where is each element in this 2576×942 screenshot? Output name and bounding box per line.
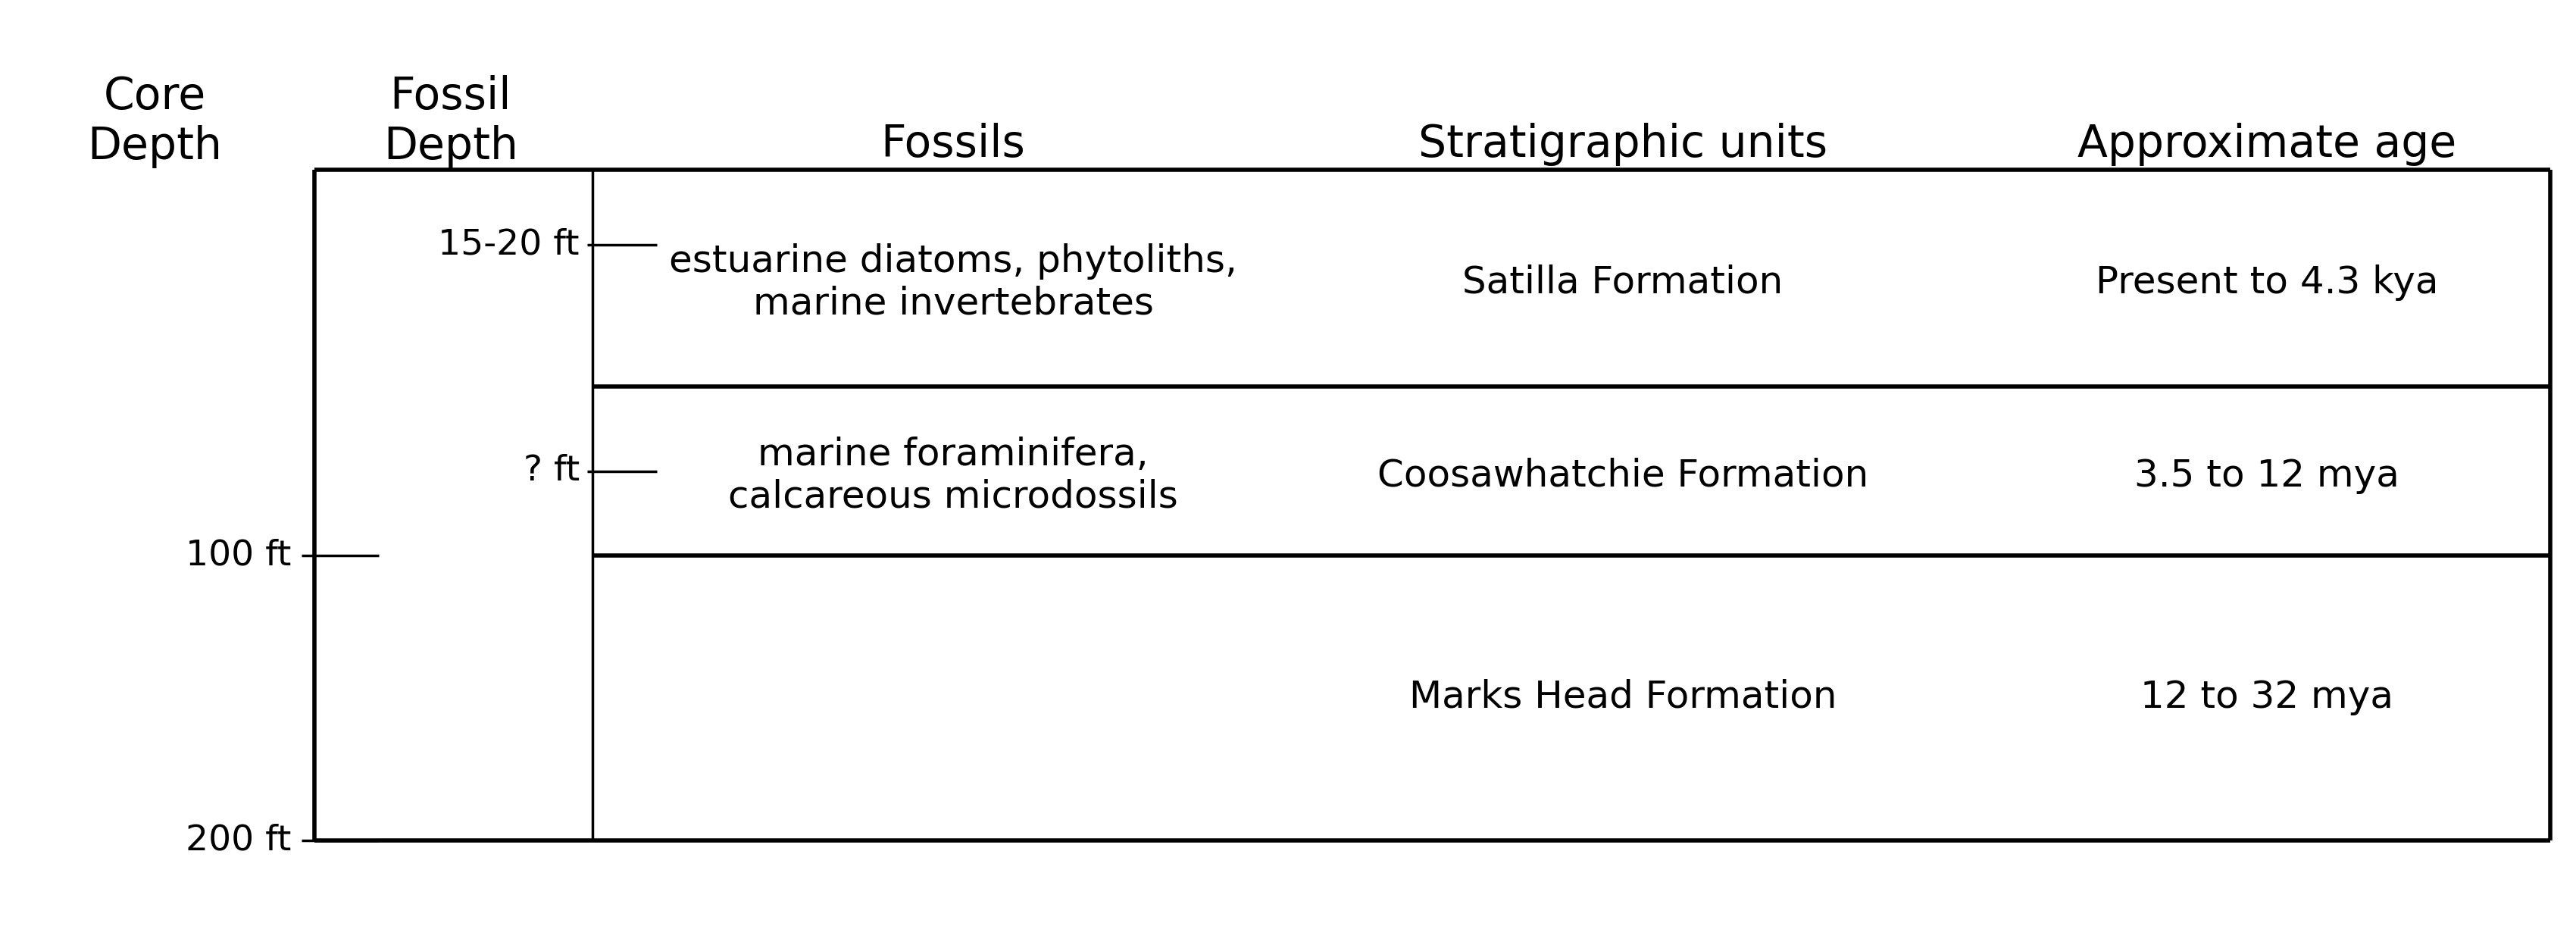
Text: Fossils: Fossils <box>881 122 1025 166</box>
Text: ? ft: ? ft <box>523 454 580 488</box>
Text: 100 ft: 100 ft <box>185 539 291 573</box>
Text: 200 ft: 200 ft <box>185 823 291 857</box>
Text: Core
Depth: Core Depth <box>88 75 222 169</box>
Text: Coosawhatchie Formation: Coosawhatchie Formation <box>1378 458 1868 494</box>
Text: 3.5 to 12 mya: 3.5 to 12 mya <box>2136 458 2398 494</box>
Text: Fossil
Depth: Fossil Depth <box>384 75 518 169</box>
Text: Stratigraphic units: Stratigraphic units <box>1419 122 1826 166</box>
Text: estuarine diatoms, phytoliths,
marine invertebrates: estuarine diatoms, phytoliths, marine in… <box>670 243 1236 322</box>
Text: Marks Head Formation: Marks Head Formation <box>1409 679 1837 715</box>
Text: Approximate age: Approximate age <box>2076 122 2458 166</box>
Text: 15-20 ft: 15-20 ft <box>438 228 580 262</box>
Text: 12 to 32 mya: 12 to 32 mya <box>2141 679 2393 715</box>
Text: Satilla Formation: Satilla Formation <box>1463 265 1783 300</box>
Text: marine foraminifera,
calcareous microdossils: marine foraminifera, calcareous microdos… <box>729 436 1177 515</box>
Text: Present to 4.3 kya: Present to 4.3 kya <box>2094 265 2439 300</box>
